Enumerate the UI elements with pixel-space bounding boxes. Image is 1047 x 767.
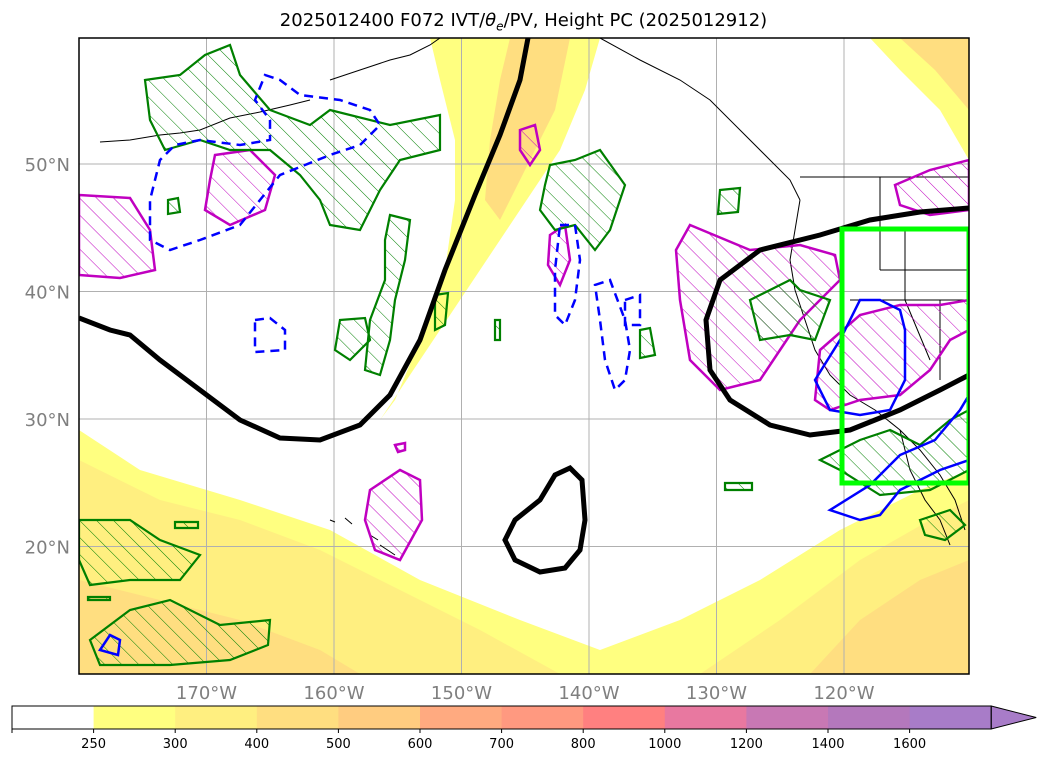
blue-dashed-mid2 — [593, 278, 632, 393]
colorbar-tick-label: 1400 — [811, 737, 844, 752]
colorbar-tick-label: 500 — [326, 737, 351, 752]
green-contour-east — [748, 278, 832, 342]
blue-solid-southwest — [98, 633, 122, 657]
title-suffix: /PV, Height PC (2025012912) — [503, 10, 768, 31]
height-pc-contours — [79, 38, 969, 575]
green-contour-mid3 — [433, 291, 450, 332]
green-contour-southwest — [79, 518, 202, 587]
ivt-anomaly-contours — [79, 123, 969, 562]
magenta-contour-aleutian — [203, 148, 277, 227]
longitude-label: 130°W — [686, 683, 747, 704]
green-contour-small5 — [723, 481, 754, 492]
colorbar: 250 300 400 500 600 700 800 1000 1200 1400 1600 — [11, 705, 1037, 752]
colorbar-tick-label: 1200 — [730, 737, 763, 752]
colorbar-segment — [12, 706, 95, 729]
colorbar-tick-label: 1600 — [893, 737, 926, 752]
colorbar-segment — [746, 706, 829, 729]
green-contour-small4 — [173, 520, 200, 530]
colorbar-segment — [583, 706, 666, 729]
longitude-label: 120°W — [813, 683, 874, 704]
blue-dashed-mid3 — [623, 293, 642, 327]
title-theta: θ — [485, 10, 497, 31]
colorbar-segment — [828, 706, 911, 729]
blue-solid-baja — [827, 392, 969, 522]
green-contour-small2 — [716, 186, 742, 216]
green-contour-small1 — [166, 196, 182, 216]
black-contour-closed — [502, 464, 588, 575]
green-contour-mid1 — [363, 213, 412, 377]
green-contour-baja — [918, 508, 967, 542]
colorbar-tick-label: 300 — [163, 737, 188, 752]
title-theta-sub: e — [496, 19, 504, 34]
colorbar-tick-label: 400 — [244, 737, 269, 752]
magenta-contour-mid — [518, 123, 542, 168]
green-contour-small6 — [86, 595, 112, 602]
green-contour-small3 — [638, 326, 657, 360]
magenta-contour-hawaii — [363, 468, 424, 562]
latitude-labels: 50°N 40°N 30°N 20°N — [25, 155, 70, 559]
map-frame — [78, 37, 970, 675]
blue-dashed-mid — [553, 223, 582, 328]
colorbar-segment — [338, 706, 421, 729]
longitude-label: 170°W — [176, 683, 237, 704]
magenta-contour-small — [393, 441, 407, 454]
blue-dashed-aleutian — [148, 73, 382, 252]
longitude-label: 140°W — [558, 683, 619, 704]
colorbar-tick-label: 600 — [408, 737, 433, 752]
colorbar-segment — [420, 706, 503, 729]
gridlines — [79, 38, 969, 674]
ivt-northeast-inner — [900, 38, 969, 110]
blue-solid-coast — [813, 298, 907, 417]
latitude-label: 50°N — [25, 155, 70, 176]
black-contour-east — [703, 205, 969, 438]
green-contour-mid4 — [493, 318, 502, 342]
colorbar-segment — [175, 706, 258, 729]
latitude-label: 20°N — [25, 538, 70, 559]
gulf-of-alaska-coast — [599, 38, 801, 201]
theta-e-contours — [98, 73, 969, 657]
title-prefix: 2025012400 F072 IVT/ — [279, 10, 486, 31]
green-contour-aleutian — [143, 43, 442, 232]
map-layers — [79, 38, 969, 674]
map-title: 2025012400 F072 IVT/θe/PV, Height PC (20… — [0, 10, 1047, 34]
latitude-label: 30°N — [25, 410, 70, 431]
ivt-southeast-inner — [810, 560, 969, 674]
longitude-label: 150°W — [431, 683, 492, 704]
colorbar-segment — [664, 706, 747, 729]
black-contour-west — [79, 38, 531, 443]
alaska-coast — [329, 38, 441, 81]
colorbar-tick-label: 1000 — [648, 737, 681, 752]
colorbar-extend-arrow — [990, 705, 1037, 730]
magenta-contour-northeast — [893, 158, 969, 217]
magenta-contour-west — [79, 193, 157, 280]
longitude-label: 160°W — [303, 683, 364, 704]
hawaii-islands — [329, 517, 396, 556]
green-contour-southwest2 — [88, 598, 272, 667]
colorbar-segment — [256, 706, 339, 729]
longitude-labels: 170°W 160°W 150°W 140°W 130°W 120°W — [176, 683, 875, 704]
colorbar-segment — [93, 706, 176, 729]
colorbar-tick-label: 800 — [571, 737, 596, 752]
colorbar-segment — [501, 706, 584, 729]
green-contour-mid2 — [333, 316, 372, 362]
latitude-label: 40°N — [25, 283, 70, 304]
colorbar-tick-label: 700 — [489, 737, 514, 752]
domain-box — [839, 226, 969, 486]
colorbar-segment — [909, 706, 992, 729]
colorbar-tick-label: 250 — [81, 737, 106, 752]
